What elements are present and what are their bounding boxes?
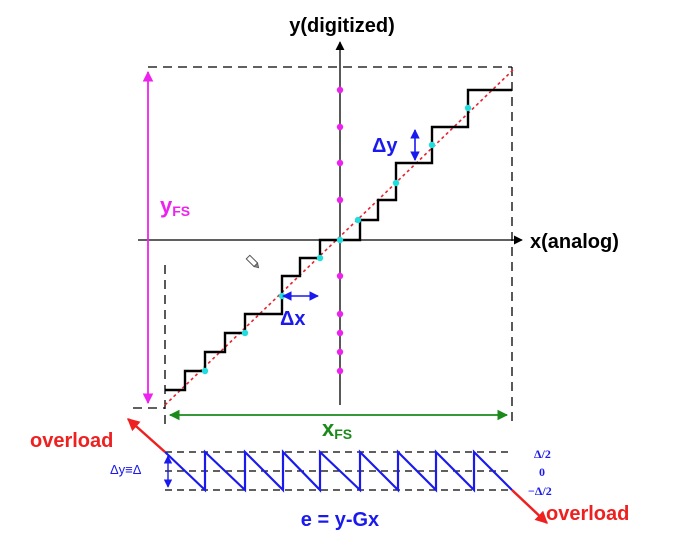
x-axis-label: x(analog) — [530, 231, 619, 253]
delta-y-label: Δy — [372, 135, 398, 157]
level-dots — [336, 86, 344, 375]
overload-right-arrow — [511, 489, 548, 524]
error-sawtooth — [164, 449, 513, 493]
err-bottom-label: −Δ/2 — [528, 484, 552, 498]
err-top-label: Δ/2 — [534, 447, 551, 461]
delta-x-label: Δx — [280, 308, 306, 330]
y-fs-label: yFS — [160, 193, 190, 219]
delta-y-eq-label: Δy≡Δ — [110, 462, 142, 477]
x-fs-sub: FS — [334, 426, 352, 442]
sample-dots — [201, 104, 472, 375]
y-fs-main: y — [160, 193, 173, 218]
y-axis-label: y(digitized) — [289, 15, 395, 37]
overload-right-label: overload — [546, 503, 629, 525]
y-fs-sub: FS — [172, 203, 190, 219]
full-scale-box — [133, 66, 513, 425]
x-fs-main: x — [322, 416, 335, 441]
overload-left-label: overload — [30, 430, 113, 452]
err-zero-label: 0 — [539, 465, 545, 479]
quantizer-staircase — [165, 88, 512, 392]
pencil-icon — [245, 254, 260, 269]
error-equation: e = y-Gx — [301, 509, 379, 531]
x-fs-label: xFS — [322, 416, 352, 442]
overload-left-arrow — [127, 418, 166, 453]
